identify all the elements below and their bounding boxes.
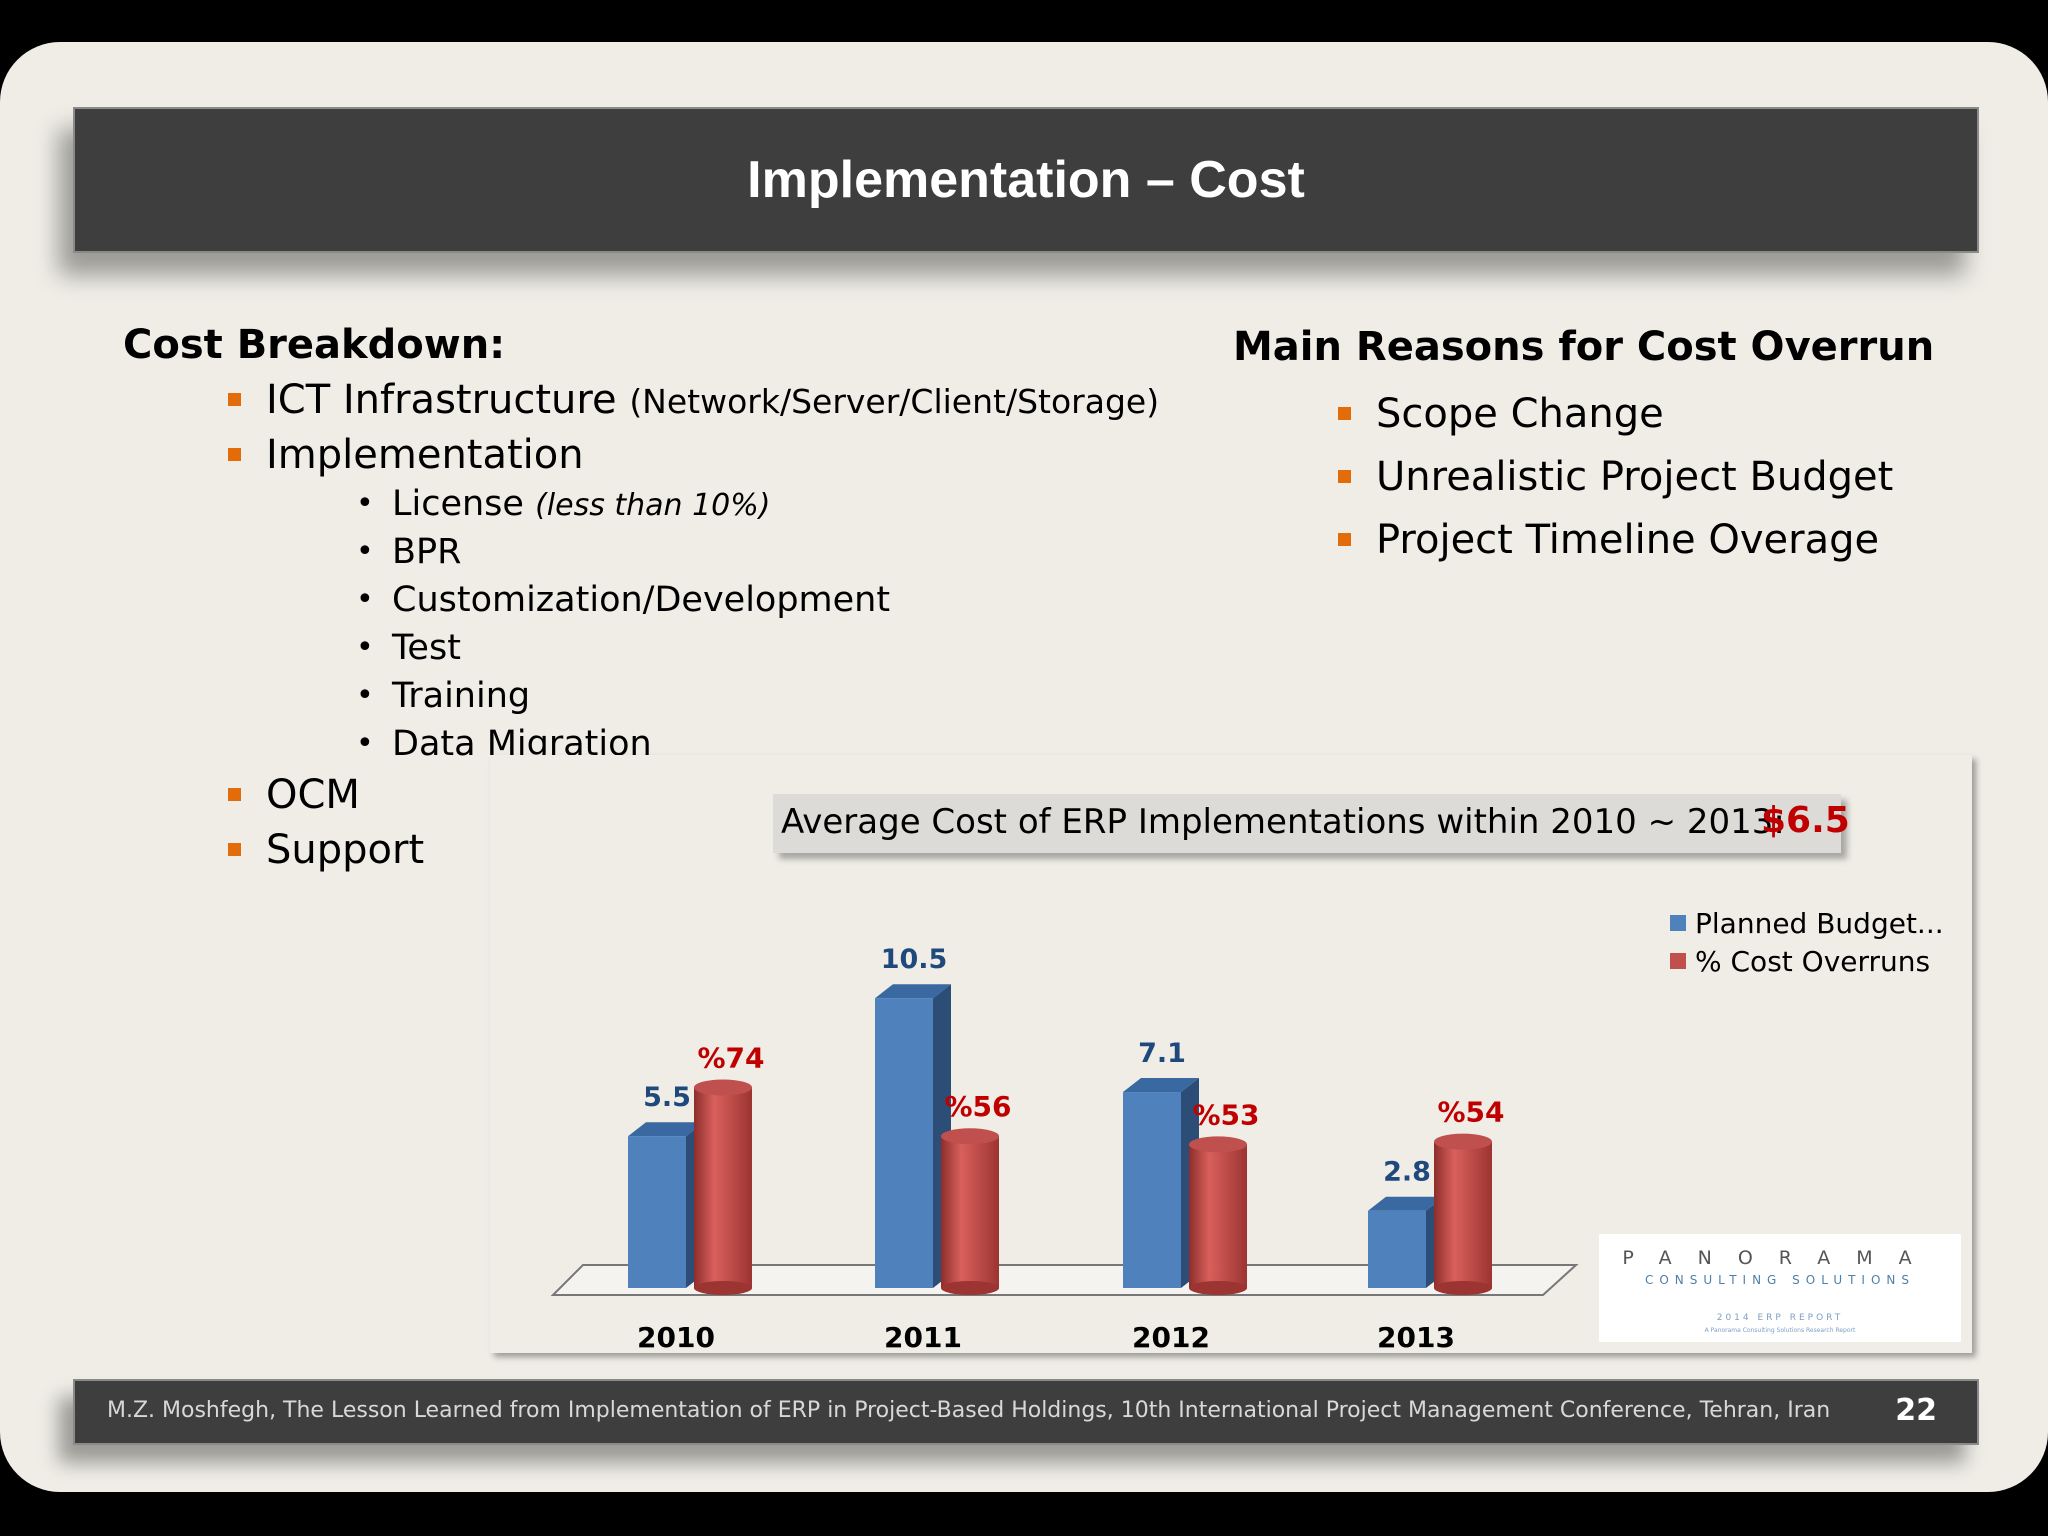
overrun-bar-base (1434, 1281, 1492, 1295)
year-tick-label: 2011 (884, 1321, 962, 1354)
subitem-label: Training (392, 676, 531, 716)
overrun-bar-top (1189, 1136, 1247, 1153)
reason-label: Scope Change (1376, 391, 1664, 437)
overrun-bar (1189, 1144, 1247, 1288)
planned-bar-top (1368, 1196, 1444, 1211)
year-tick-label: 2013 (1377, 1321, 1455, 1354)
planned-bar (875, 998, 933, 1288)
overrun-bar-base (941, 1281, 999, 1295)
square-bullet-icon (228, 788, 241, 801)
square-bullet-icon (1338, 533, 1351, 546)
legend-swatch-planned (1670, 915, 1686, 931)
chart-legend: Planned Budget... % Cost Overruns (1670, 907, 1944, 978)
overrun-value-label: %56 (944, 1090, 1011, 1123)
planned-bar-top (875, 984, 951, 999)
average-cost-box: Average Cost of ERP Implementations with… (773, 794, 1850, 853)
footer-bar: M.Z. Moshfegh, The Lesson Learned from I… (73, 1379, 1979, 1445)
panorama-logo-graphic: PANORAMA CONSULTING SOLUTIONS 2014 ERP R… (1622, 1247, 1937, 1334)
planned-value-label: 10.5 (881, 944, 948, 975)
reason-label: Unrealistic Project Budget (1376, 454, 1894, 500)
subitem: • BPR (352, 528, 890, 576)
cost-item: Support (228, 823, 424, 878)
planned-value-label: 5.5 (643, 1082, 691, 1113)
legend-swatch-overruns (1670, 953, 1686, 969)
overrun-bar (1434, 1141, 1492, 1288)
slide-title: Implementation – Cost (747, 151, 1305, 209)
subitem-label: License (392, 484, 524, 524)
cost-item-label: ICT Infrastructure (266, 377, 617, 423)
subitem-label: BPR (392, 532, 462, 572)
square-bullet-icon (1338, 470, 1351, 483)
planned-bar-top (1123, 1078, 1199, 1093)
implementation-subitems: • License (less than 10%) • BPR • Customiza… (352, 480, 890, 768)
dot-bullet-icon: • (356, 726, 374, 761)
cost-item: Implementation (228, 428, 1159, 483)
panorama-logo: PANORAMA CONSULTING SOLUTIONS 2014 ERP R… (1599, 1234, 1961, 1342)
reason-label: Project Timeline Overage (1376, 517, 1880, 563)
square-bullet-icon (1338, 407, 1351, 420)
dot-bullet-icon: • (356, 486, 374, 521)
overrun-bar (694, 1087, 752, 1288)
logo-line4: A Panorama Consulting Solutions Research… (1705, 1327, 1856, 1334)
title-bar: Implementation – Cost (73, 107, 1979, 253)
footer-citation: M.Z. Moshfegh, The Lesson Learned from I… (107, 1398, 1831, 1423)
page-number: 22 (1895, 1393, 1937, 1428)
cost-items-bottom: OCM Support (228, 768, 424, 878)
square-bullet-icon (228, 448, 241, 461)
planned-value-label: 2.8 (1383, 1157, 1431, 1188)
legend-label-planned: Planned Budget... (1695, 907, 1944, 940)
planned-bar-top (628, 1122, 704, 1137)
logo-line3: 2014 ERP REPORT (1717, 1313, 1844, 1323)
overrun-value-label: %54 (1437, 1096, 1504, 1129)
overrun-bar-base (1189, 1281, 1247, 1295)
year-tick-label: 2010 (637, 1321, 715, 1354)
planned-bar (628, 1136, 686, 1288)
cost-item-label: Support (266, 827, 425, 873)
logo-line1: PANORAMA (1622, 1247, 1937, 1269)
logo-line2: CONSULTING SOLUTIONS (1645, 1273, 1915, 1287)
dot-bullet-icon: • (356, 582, 374, 617)
subitem-detail: (less than 10%) (535, 488, 771, 523)
cost-items-top: ICT Infrastructure (Network/Server/Clien… (228, 373, 1159, 483)
cost-item-detail: (Network/Server/Client/Storage) (629, 382, 1160, 421)
dot-bullet-icon: • (356, 678, 374, 713)
dot-bullet-icon: • (356, 630, 374, 665)
cost-item: OCM (228, 768, 424, 823)
overrun-value-label: %74 (697, 1041, 764, 1074)
overrun-bar-top (1434, 1133, 1492, 1150)
cost-breakdown-heading: Cost Breakdown: (123, 322, 506, 368)
reason-item: Unrealistic Project Budget (1338, 446, 1893, 509)
cost-item-label: Implementation (266, 432, 584, 478)
average-cost-label: Average Cost of ERP Implementations with… (781, 802, 1785, 842)
subitem-label: Customization/Development (392, 580, 891, 620)
subitem-label: Test (392, 628, 461, 668)
subitem: • License (less than 10%) (352, 480, 890, 528)
overrun-bar (941, 1136, 999, 1288)
reasons-heading: Main Reasons for Cost Overrun (1233, 324, 1935, 370)
overrun-bar-top (694, 1079, 752, 1096)
planned-bar (1123, 1092, 1181, 1288)
cost-item-label: OCM (266, 772, 360, 818)
average-cost-value: $6.5 (1761, 800, 1850, 841)
year-tick-label: 2012 (1132, 1321, 1210, 1354)
overrun-bar-top (941, 1128, 999, 1145)
planned-value-label: 7.1 (1138, 1038, 1186, 1069)
reason-item: Scope Change (1338, 383, 1893, 446)
reasons-list: Scope Change Unrealistic Project Budget … (1338, 383, 1893, 572)
square-bullet-icon (228, 843, 241, 856)
cost-item: ICT Infrastructure (Network/Server/Clien… (228, 373, 1159, 428)
square-bullet-icon (228, 393, 241, 406)
reason-item: Project Timeline Overage (1338, 509, 1893, 572)
subitem: • Training (352, 672, 890, 720)
overrun-value-label: %53 (1192, 1098, 1259, 1131)
dot-bullet-icon: • (356, 534, 374, 569)
legend-label-overruns: % Cost Overruns (1695, 945, 1930, 978)
subitem: • Customization/Development (352, 576, 890, 624)
subitem: • Test (352, 624, 890, 672)
planned-bar (1368, 1210, 1426, 1288)
overrun-bar-base (694, 1281, 752, 1295)
